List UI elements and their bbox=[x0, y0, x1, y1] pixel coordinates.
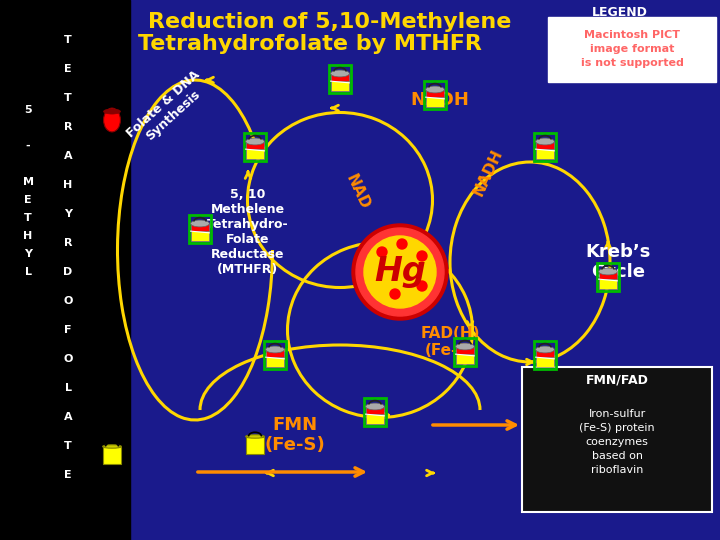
Text: FMN
(Fe-S): FMN (Fe-S) bbox=[265, 416, 325, 454]
Text: Reduction of 5,10-Methylene: Reduction of 5,10-Methylene bbox=[148, 12, 512, 32]
Bar bbox=[456, 354, 474, 363]
Bar bbox=[264, 341, 287, 368]
Ellipse shape bbox=[536, 138, 554, 145]
Text: Y: Y bbox=[64, 209, 72, 219]
Bar bbox=[103, 447, 122, 463]
Ellipse shape bbox=[536, 346, 554, 353]
Text: A: A bbox=[63, 151, 72, 161]
Text: T: T bbox=[64, 441, 72, 451]
Ellipse shape bbox=[366, 403, 384, 410]
Ellipse shape bbox=[246, 435, 264, 438]
Text: -: - bbox=[26, 141, 30, 151]
Bar bbox=[597, 262, 619, 291]
Text: 5, 10
Methelene
Tetrahydro-
Folate
Reductase
(MTHFR): 5, 10 Methelene Tetrahydro- Folate Reduc… bbox=[207, 188, 289, 276]
Bar bbox=[456, 347, 474, 354]
Circle shape bbox=[390, 289, 400, 299]
Bar bbox=[548, 17, 716, 82]
Text: R: R bbox=[64, 122, 72, 132]
Circle shape bbox=[364, 236, 436, 308]
Ellipse shape bbox=[266, 346, 284, 353]
Circle shape bbox=[377, 247, 387, 257]
Bar bbox=[189, 215, 212, 242]
Bar bbox=[191, 224, 210, 231]
Bar bbox=[536, 349, 554, 357]
Text: T: T bbox=[64, 93, 72, 103]
Ellipse shape bbox=[456, 343, 474, 350]
Text: Y: Y bbox=[24, 249, 32, 259]
Bar bbox=[598, 279, 617, 288]
Bar bbox=[426, 97, 444, 106]
Bar bbox=[536, 141, 554, 149]
Bar bbox=[536, 357, 554, 367]
Text: Folate & DNA
Synthesis: Folate & DNA Synthesis bbox=[124, 69, 212, 152]
Bar bbox=[330, 81, 349, 91]
Bar bbox=[366, 414, 384, 423]
Circle shape bbox=[352, 224, 448, 320]
Text: Tetrahydrofolate by MTHFR: Tetrahydrofolate by MTHFR bbox=[138, 34, 482, 54]
Bar bbox=[191, 231, 210, 240]
Ellipse shape bbox=[426, 86, 444, 93]
Text: T: T bbox=[64, 35, 72, 45]
Text: M: M bbox=[22, 177, 34, 187]
Ellipse shape bbox=[246, 138, 264, 145]
Text: NAD: NAD bbox=[343, 172, 373, 212]
Text: L: L bbox=[24, 267, 32, 277]
Text: NADH: NADH bbox=[471, 146, 505, 198]
Circle shape bbox=[417, 251, 427, 261]
Ellipse shape bbox=[104, 109, 120, 114]
Text: NADH: NADH bbox=[410, 91, 469, 109]
Bar bbox=[246, 141, 264, 149]
Bar bbox=[598, 272, 617, 279]
Bar bbox=[454, 338, 477, 366]
Text: O: O bbox=[63, 296, 73, 306]
Text: R: R bbox=[64, 238, 72, 248]
Ellipse shape bbox=[598, 268, 617, 275]
Bar bbox=[330, 73, 349, 81]
Text: 5: 5 bbox=[24, 105, 32, 115]
Text: Macintosh PICT
image format
is not supported: Macintosh PICT image format is not suppo… bbox=[580, 30, 683, 68]
Ellipse shape bbox=[191, 220, 210, 227]
Text: F: F bbox=[64, 325, 72, 335]
Text: H: H bbox=[23, 231, 32, 241]
Bar bbox=[534, 341, 557, 368]
Bar bbox=[328, 65, 351, 92]
Bar bbox=[246, 149, 264, 159]
Bar bbox=[364, 397, 387, 426]
Text: D: D bbox=[63, 267, 73, 277]
Bar bbox=[266, 357, 284, 367]
Text: Kreb’s
Cycle: Kreb’s Cycle bbox=[585, 242, 651, 281]
Bar bbox=[266, 349, 284, 357]
Bar bbox=[246, 436, 264, 454]
Text: H: H bbox=[63, 180, 73, 190]
Bar bbox=[423, 80, 446, 109]
Text: FMN/FAD: FMN/FAD bbox=[585, 374, 649, 387]
Text: O: O bbox=[63, 354, 73, 364]
Bar bbox=[0, 0, 130, 540]
Ellipse shape bbox=[104, 108, 120, 132]
Bar bbox=[366, 407, 384, 414]
Bar bbox=[243, 133, 266, 160]
Text: L: L bbox=[65, 383, 71, 393]
Text: FAD(H)
(Fe-S): FAD(H) (Fe-S) bbox=[420, 326, 480, 358]
Text: E: E bbox=[64, 470, 72, 480]
Text: T: T bbox=[24, 213, 32, 223]
Text: A: A bbox=[63, 412, 72, 422]
Bar bbox=[536, 149, 554, 159]
Bar bbox=[426, 90, 444, 97]
Ellipse shape bbox=[330, 70, 349, 77]
Bar bbox=[522, 367, 712, 512]
Text: E: E bbox=[64, 64, 72, 74]
Text: LEGEND: LEGEND bbox=[592, 5, 648, 18]
Text: E: E bbox=[24, 195, 32, 205]
Circle shape bbox=[397, 239, 407, 249]
Text: Hg: Hg bbox=[374, 255, 426, 288]
Circle shape bbox=[356, 228, 444, 316]
Text: Iron-sulfur
(Fe-S) protein
coenzymes
based on
riboflavin: Iron-sulfur (Fe-S) protein coenzymes bas… bbox=[579, 409, 654, 475]
Bar bbox=[534, 133, 557, 160]
Ellipse shape bbox=[103, 445, 122, 448]
Circle shape bbox=[417, 281, 427, 291]
